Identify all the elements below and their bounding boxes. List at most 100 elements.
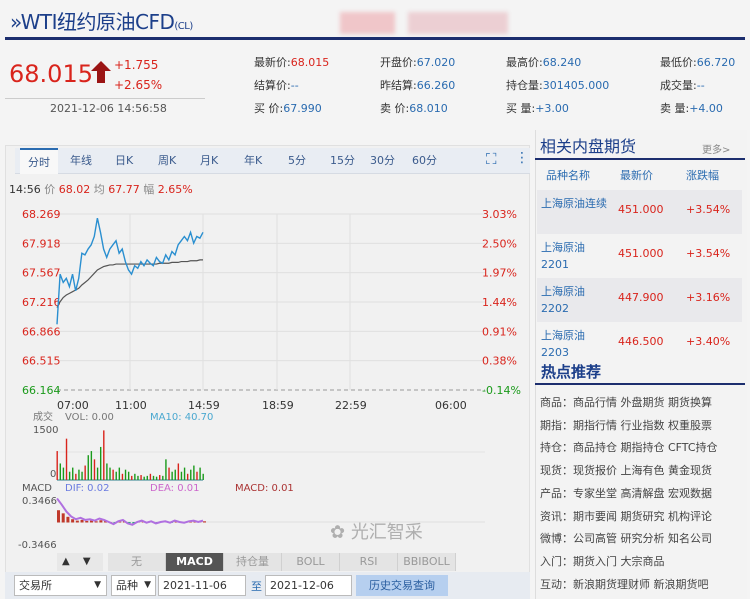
tab-8[interactable]: 30分 xyxy=(370,154,395,167)
intraday-chart: 68.269 3.03% 67.918 2.50% 67.567 1.97% 67.216 1… xyxy=(18,208,521,550)
indicator-tab-2[interactable]: 持仓量 xyxy=(224,553,282,571)
vol-value: VOL: 0.00 xyxy=(65,412,114,423)
indicator-tab-1[interactable]: MACD xyxy=(166,553,224,571)
quote-value: 66.260 xyxy=(416,79,456,92)
hot-link-row[interactable]: 入门：期货入门 大宗商品 xyxy=(540,554,665,568)
more-link[interactable]: 更多> xyxy=(702,145,731,156)
info-time: 14:56 xyxy=(9,183,41,196)
price-change: +1.755 xyxy=(114,58,159,72)
indicator-tab-5[interactable]: BBIBOLL xyxy=(398,553,456,571)
quote-item: 成交量:-- xyxy=(660,77,705,93)
y-pct-tick-label: 0.38% xyxy=(482,355,517,368)
volume-bar xyxy=(183,467,186,480)
fullscreen-icon[interactable]: ⛶ xyxy=(486,150,497,168)
tab-6[interactable]: 5分 xyxy=(288,154,306,167)
y-tick-label: 67.216 xyxy=(22,296,61,309)
macd-bar xyxy=(85,520,89,523)
x-tick-label: 06:00 xyxy=(435,399,467,412)
volume-bar xyxy=(62,467,65,480)
info-price-label: 价 xyxy=(44,183,56,196)
volume-bar xyxy=(155,476,158,480)
move-up-button[interactable]: ▲ xyxy=(62,556,70,567)
tab-3[interactable]: 周K xyxy=(158,154,177,167)
y-pct-tick-label: 1.44% xyxy=(482,296,517,309)
divider xyxy=(5,98,205,99)
indicator-tab-0[interactable]: 无 xyxy=(108,553,166,571)
row-bg xyxy=(537,278,742,322)
start-date-input[interactable]: 2021-11-06 xyxy=(158,575,246,596)
related-name[interactable]: 上海原油2203 xyxy=(541,329,585,359)
macd-bar xyxy=(127,522,131,524)
quote-item: 最新价:68.015 xyxy=(254,54,329,70)
volume-bar xyxy=(199,467,201,480)
end-date-input[interactable]: 2021-12-06 xyxy=(265,575,352,596)
volume-bar xyxy=(124,469,127,480)
dif-line xyxy=(56,497,204,526)
to-label: 至 xyxy=(251,580,262,593)
hot-link-row[interactable]: 微博：公司高管 研究分析 知名公司 xyxy=(540,532,712,546)
quote-item: 最高价:68.240 xyxy=(506,54,581,70)
hot-title: 热点推荐 xyxy=(541,363,602,381)
volume-bar xyxy=(180,471,183,480)
y-tick-label: 66.866 xyxy=(22,325,61,338)
history-query-button[interactable]: 历史交易查询 xyxy=(356,575,448,596)
quote-label: 开盘价: xyxy=(380,56,417,69)
x-tick-label: 14:59 xyxy=(188,399,220,412)
title-divider xyxy=(5,37,745,40)
quote-item: 买 量:+3.00 xyxy=(506,100,569,116)
quote-value: -- xyxy=(290,79,299,92)
hot-link-row[interactable]: 现货：现货报价 上海有色 黄金现货 xyxy=(540,464,712,478)
volume-bar xyxy=(87,455,89,480)
macd-bar xyxy=(203,521,206,523)
tab-4[interactable]: 月K xyxy=(200,154,219,167)
exchange-select[interactable]: 交易所 ▼ xyxy=(14,575,107,596)
macd-bar xyxy=(94,521,98,523)
volume-bar xyxy=(68,471,71,480)
tab-1[interactable]: 年线 xyxy=(70,154,92,167)
related-name[interactable]: 上海原油2202 xyxy=(541,285,585,315)
quote-item: 昨结算:66.260 xyxy=(380,77,455,93)
macd-bar xyxy=(104,520,108,523)
quote-label: 卖 量: xyxy=(660,102,690,115)
up-arrow-icon xyxy=(91,61,111,83)
quote-item: 持仓量:301405.000 xyxy=(506,77,609,93)
related-title: 相关内盘期货 xyxy=(540,137,637,156)
volume-bar xyxy=(112,469,114,480)
hot-link-row[interactable]: 持仓：商品持仓 期指持仓 CFTC持仓 xyxy=(540,441,718,455)
volume-bar xyxy=(109,467,111,480)
y-pct-tick-label: 3.03% xyxy=(482,208,517,221)
move-down-button[interactable]: ▼ xyxy=(82,556,91,567)
variety-select[interactable]: 品种 ▼ xyxy=(111,575,156,596)
macd-value: MACD: 0.01 xyxy=(235,483,294,494)
hot-link-row[interactable]: 期指：期指行情 行业指数 权重股票 xyxy=(540,418,712,432)
quote-item: 最低价:66.720 xyxy=(660,54,735,70)
hot-link-row[interactable]: 商品：商品行情 外盘期货 期货换算 xyxy=(540,396,712,409)
hot-link-row[interactable]: 产品：专家坐堂 高清解盘 宏观数据 xyxy=(540,486,712,500)
tab-2[interactable]: 日K xyxy=(115,154,134,167)
info-amp: 2.65% xyxy=(157,183,193,196)
related-name[interactable]: 上海原油2201 xyxy=(541,241,585,271)
volume-bar xyxy=(171,471,173,480)
indicator-tab-3[interactable]: BOLL xyxy=(282,553,340,571)
info-avg-label: 均 xyxy=(93,183,105,196)
hot-link-row[interactable]: 资讯：期市要闻 期货研究 机构评论 xyxy=(540,509,712,523)
tab-7[interactable]: 15分 xyxy=(330,154,355,167)
indicator-tab-4[interactable]: RSI xyxy=(340,553,398,571)
quote-value: +4.00 xyxy=(689,102,723,115)
y-pct-tick-label: 0.91% xyxy=(482,325,517,338)
tab-0[interactable]: 分时 xyxy=(20,148,58,174)
tab-5[interactable]: 年K xyxy=(244,154,263,167)
more-options-icon[interactable]: ⋮ xyxy=(515,150,529,166)
related-name[interactable]: 上海原油连续 xyxy=(541,197,607,210)
volume-bar xyxy=(56,451,58,480)
x-tick-label: 18:59 xyxy=(262,399,294,412)
volume-bar xyxy=(99,446,102,480)
quote-label: 卖 价: xyxy=(380,102,410,115)
tab-9[interactable]: 60分 xyxy=(412,154,437,167)
quote-value: -- xyxy=(696,79,705,92)
volume-bar xyxy=(202,473,204,480)
hot-link-row[interactable]: 互动：新浪期货理财师 新浪期货吧 xyxy=(540,577,709,591)
page-title: »WTI纽约原油CFD(CL) xyxy=(10,10,193,34)
quote-value: 66.720 xyxy=(696,56,736,69)
volume-bar xyxy=(65,438,68,480)
